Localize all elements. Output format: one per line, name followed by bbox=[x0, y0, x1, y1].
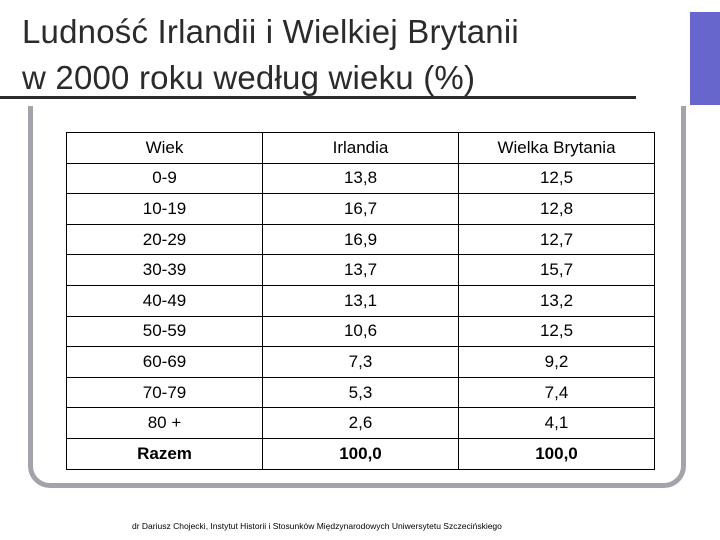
cell-total-great-britain: 100,0 bbox=[458, 437, 655, 470]
cell-ireland: 5,3 bbox=[262, 376, 459, 409]
cell-ireland: 16,9 bbox=[262, 223, 459, 256]
content-frame bbox=[28, 88, 686, 488]
cell-ireland: 2,6 bbox=[262, 407, 459, 439]
cell-great-britain: 7,4 bbox=[458, 376, 655, 409]
cell-great-britain: 4,1 bbox=[458, 407, 655, 439]
header-great-britain: Wielka Brytania bbox=[458, 132, 655, 164]
cell-great-britain: 9,2 bbox=[458, 346, 655, 378]
table-header-row: Wiek Irlandia Wielka Brytania bbox=[66, 132, 655, 164]
table-total-row: Razem 100,0 100,0 bbox=[66, 437, 655, 470]
header-age: Wiek bbox=[66, 132, 263, 164]
cell-age: 80 + bbox=[66, 407, 263, 439]
cell-age: 10-19 bbox=[66, 193, 263, 225]
cell-age: 20-29 bbox=[66, 223, 263, 256]
page-title-line-2: w 2000 roku według wieku (%) bbox=[22, 59, 476, 96]
table-row: 30-39 13,7 15,7 bbox=[66, 254, 655, 286]
cell-age: 60-69 bbox=[66, 346, 263, 378]
title-underline bbox=[0, 96, 636, 99]
cell-age: 70-79 bbox=[66, 376, 263, 409]
cell-age: 50-59 bbox=[66, 315, 263, 348]
cell-ireland: 16,7 bbox=[262, 193, 459, 225]
cell-ireland: 13,7 bbox=[262, 254, 459, 286]
cell-total-label: Razem bbox=[66, 437, 263, 470]
cell-great-britain: 13,2 bbox=[458, 284, 655, 317]
population-table: Wiek Irlandia Wielka Brytania 0-9 13,8 1… bbox=[66, 132, 655, 470]
table-row: 10-19 16,7 12,8 bbox=[66, 193, 655, 225]
cell-total-ireland: 100,0 bbox=[262, 437, 459, 470]
author-footer: dr Dariusz Chojecki, Instytut Historii i… bbox=[132, 521, 502, 531]
title-box: Ludność Irlandii i Wielkiej Brytanii w 2… bbox=[0, 0, 690, 106]
cell-great-britain: 15,7 bbox=[458, 254, 655, 286]
cell-ireland: 10,6 bbox=[262, 315, 459, 348]
table-row: 70-79 5,3 7,4 bbox=[66, 376, 655, 409]
cell-great-britain: 12,5 bbox=[458, 162, 655, 195]
page-title-line-1: Ludność Irlandii i Wielkiej Brytanii bbox=[22, 13, 519, 50]
table-row: 40-49 13,1 13,2 bbox=[66, 284, 655, 317]
cell-ireland: 7,3 bbox=[262, 346, 459, 378]
cell-ireland: 13,8 bbox=[262, 162, 459, 195]
cell-age: 30-39 bbox=[66, 254, 263, 286]
table-row: 60-69 7,3 9,2 bbox=[66, 346, 655, 378]
table-row: 20-29 16,9 12,7 bbox=[66, 223, 655, 256]
cell-great-britain: 12,8 bbox=[458, 193, 655, 225]
cell-great-britain: 12,5 bbox=[458, 315, 655, 348]
header-ireland: Irlandia bbox=[262, 132, 459, 164]
table-row: 0-9 13,8 12,5 bbox=[66, 162, 655, 195]
cell-ireland: 13,1 bbox=[262, 284, 459, 317]
table-row: 80 + 2,6 4,1 bbox=[66, 407, 655, 439]
cell-age: 0-9 bbox=[66, 162, 263, 195]
cell-age: 40-49 bbox=[66, 284, 263, 317]
table-row: 50-59 10,6 12,5 bbox=[66, 315, 655, 348]
cell-great-britain: 12,7 bbox=[458, 223, 655, 256]
